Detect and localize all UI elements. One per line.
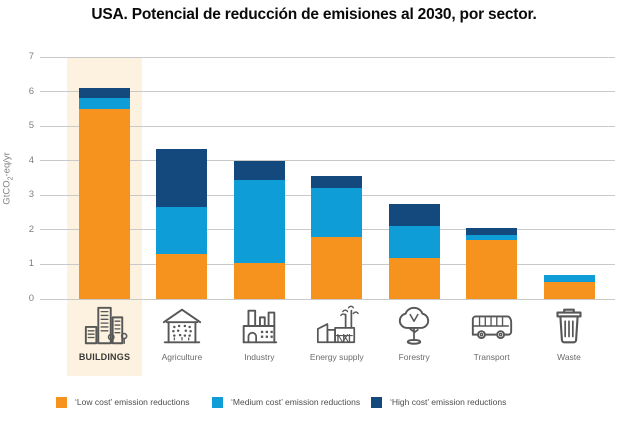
y-tick-label-2: 2 [28, 223, 34, 235]
bar-segment [156, 207, 208, 255]
y-tick-label-5: 5 [28, 120, 34, 132]
gridline-7 [40, 56, 615, 58]
bar-segment [311, 188, 363, 237]
bar-segment [233, 262, 285, 299]
bar-segment [233, 179, 285, 263]
chart-title: USA. Potencial de reducción de emisiones… [91, 6, 537, 23]
agriculture-icon [159, 303, 205, 349]
bar-segment [388, 203, 440, 227]
bar-segment [79, 98, 130, 109]
bar-segment [156, 148, 208, 208]
transport-icon [469, 303, 515, 349]
bar-segment [156, 254, 208, 299]
energy-supply-icon [314, 303, 360, 349]
industry-icon [236, 303, 282, 349]
bar-buildings [79, 88, 130, 299]
y-tick-label-3: 3 [28, 189, 34, 201]
sector-label-transport: Transport [473, 352, 510, 362]
bar-segment [233, 160, 285, 180]
gridline-0 [40, 298, 615, 300]
bar-segment [543, 274, 595, 282]
legend-item-2: ‘High cost’ emission reductions [371, 396, 506, 408]
legend: ‘Low cost’ emission reductions ‘Medium co… [0, 396, 628, 410]
bar-segment [388, 257, 440, 299]
y-tick-label-1: 1 [28, 258, 34, 270]
bar-segment [79, 88, 130, 99]
bar-segment [79, 108, 130, 299]
bar-transport [466, 228, 518, 299]
sector-label-waste: Waste [557, 352, 581, 362]
legend-swatch [212, 396, 223, 408]
bar-forestry [388, 203, 440, 299]
legend-label: ‘High cost’ emission reductions [390, 397, 507, 407]
bar-segment [466, 240, 518, 299]
waste-icon [546, 303, 592, 349]
bar-agriculture [156, 148, 208, 299]
bar-segment [543, 281, 595, 299]
bar-segment [311, 176, 363, 189]
forestry-icon [391, 303, 437, 349]
legend-swatch [56, 396, 67, 408]
sector-label-buildings: BUILDINGS [78, 352, 131, 362]
gridline-6 [40, 91, 615, 93]
bar-segment [466, 228, 518, 236]
y-tick-label-6: 6 [28, 85, 34, 97]
legend-item-0: ‘Low cost’ emission reductions [56, 396, 189, 408]
bar-segment [388, 226, 440, 258]
legend-item-1: ‘Medium cost’ emission reductions [212, 396, 360, 408]
legend-swatch [371, 396, 382, 408]
y-tick-label-4: 4 [28, 154, 34, 166]
bar-industry [233, 160, 285, 299]
legend-label: ‘Medium cost’ emission reductions [231, 397, 361, 407]
sector-label-energy-supply: Energy supply [309, 352, 364, 362]
bar-energy-supply [311, 176, 363, 299]
y-tick-label-0: 0 [28, 293, 34, 304]
sector-label-agriculture: Agriculture [161, 352, 203, 362]
legend-label: ‘Low cost’ emission reductions [75, 397, 190, 407]
y-tick-label-7: 7 [28, 51, 34, 62]
buildings-icon [82, 303, 128, 349]
sector-label-industry: Industry [244, 352, 275, 362]
bar-segment [466, 235, 518, 241]
gridline-4 [40, 160, 615, 162]
sector-label-forestry: Forestry [398, 352, 430, 362]
bar-segment [311, 236, 363, 299]
bar-waste [543, 274, 595, 299]
gridline-5 [40, 125, 615, 127]
